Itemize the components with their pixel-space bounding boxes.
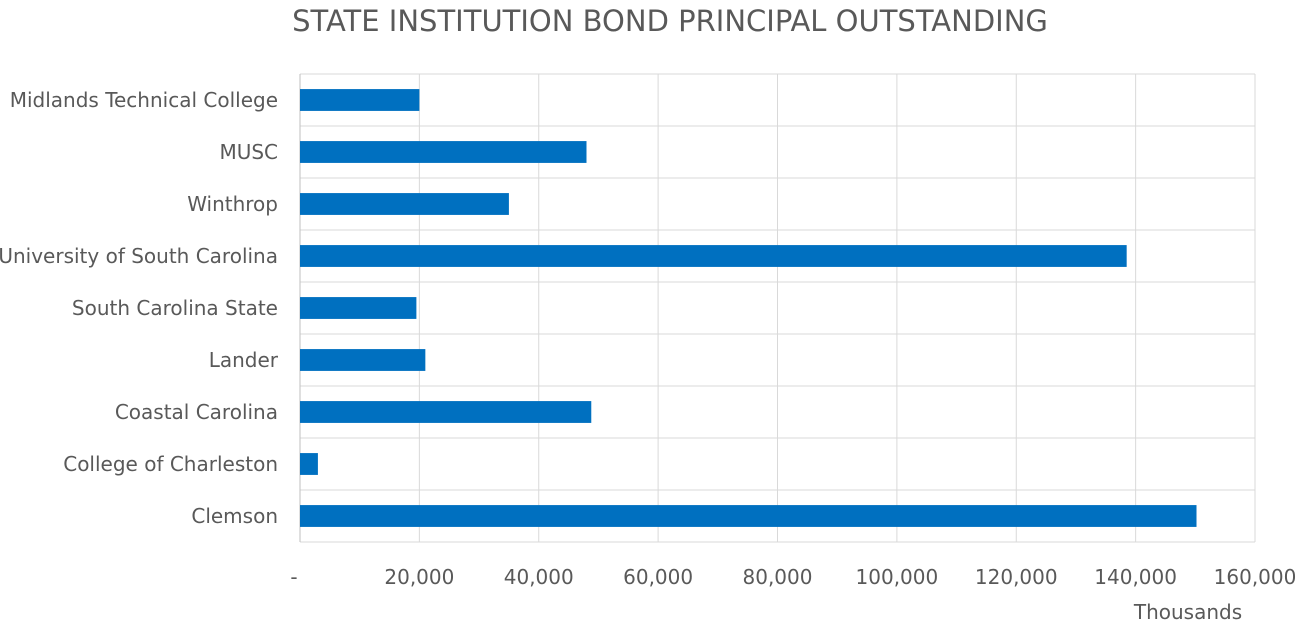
category-label: Coastal Carolina: [115, 400, 278, 424]
x-tick-label: 80,000: [743, 565, 813, 589]
bar: [300, 141, 587, 163]
bars: [300, 89, 1197, 527]
x-tick-label: 100,000: [856, 565, 939, 589]
bar: [300, 297, 417, 319]
x-tick-label: 40,000: [504, 565, 574, 589]
x-tick-label: 120,000: [975, 565, 1058, 589]
bar: [300, 89, 420, 111]
category-label: MUSC: [219, 140, 278, 164]
x-tick-labels: - 20,000 40,000 60,000 80,000 100,000 120,000 1…: [290, 565, 1296, 589]
category-label: Lander: [209, 348, 279, 372]
x-tick-label: 60,000: [623, 565, 693, 589]
bar: [300, 193, 509, 215]
category-label: College of Charleston: [63, 452, 278, 476]
bar: [300, 401, 592, 423]
bar: [300, 245, 1127, 267]
x-tick-label: 20,000: [384, 565, 454, 589]
x-tick-label: 160,000: [1214, 565, 1297, 589]
chart-title: STATE INSTITUTION BOND PRINCIPAL OUTSTAN…: [292, 4, 1048, 38]
category-label: Clemson: [191, 504, 278, 528]
category-label: University of South Carolina: [0, 244, 278, 268]
bar: [300, 453, 318, 475]
category-label: Midlands Technical College: [10, 88, 278, 112]
x-axis-unit-label: Thousands: [1133, 600, 1242, 624]
x-tick-label: 140,000: [1094, 565, 1177, 589]
category-label: Winthrop: [187, 192, 278, 216]
category-label: South Carolina State: [72, 296, 278, 320]
x-tick-label: -: [290, 565, 297, 589]
bar: [300, 505, 1197, 527]
bar: [300, 349, 426, 371]
category-labels: Midlands Technical College MUSC Winthrop Un…: [0, 88, 279, 528]
